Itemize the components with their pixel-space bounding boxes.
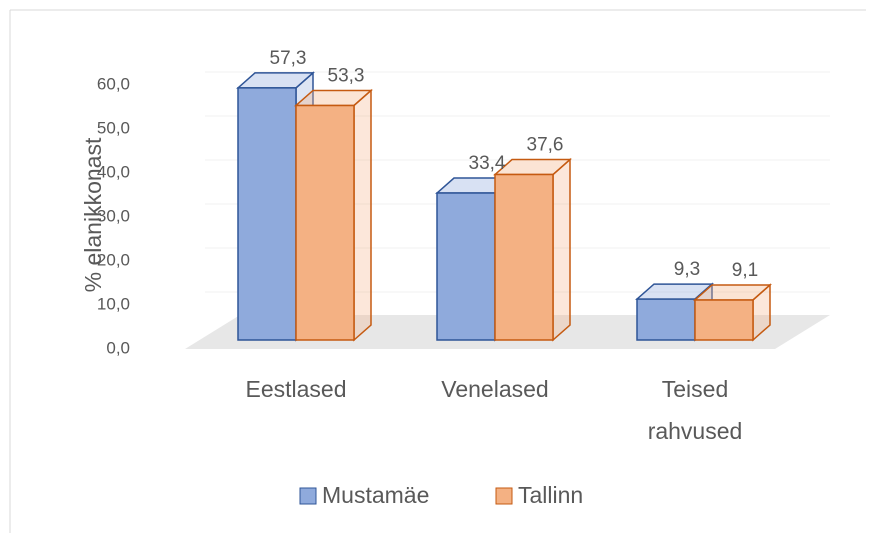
value-label: 53,3: [328, 65, 365, 86]
bar: [635, 282, 714, 342]
bar-front: [436, 192, 496, 341]
y-axis-label: % elanikkonast: [80, 137, 106, 292]
bar: [294, 88, 373, 342]
legend-swatch: [299, 487, 317, 505]
x-tick-label: Teised rahvused: [648, 376, 743, 444]
y-tick-label: 50,0: [97, 118, 130, 137]
bar: [693, 283, 772, 342]
bar-front: [295, 104, 355, 341]
bar: [493, 157, 572, 342]
legend-label: Tallinn: [518, 482, 583, 508]
bar-front: [694, 299, 754, 341]
bar-side: [552, 157, 571, 342]
bar-front: [494, 173, 554, 341]
legend-label: Mustamäe: [322, 482, 429, 508]
y-tick-label: 30,0: [97, 206, 130, 225]
value-label: 9,3: [674, 259, 700, 280]
y-tick-label: 20,0: [97, 250, 130, 269]
legend-swatch: [495, 487, 513, 505]
value-label: 9,1: [732, 260, 758, 281]
y-tick-label: 10,0: [97, 294, 130, 313]
y-tick-label: 0,0: [106, 338, 130, 357]
bar-side: [353, 88, 372, 342]
value-label: 57,3: [270, 48, 307, 69]
x-tick-label: Eestlased: [245, 376, 346, 402]
bar-front: [237, 87, 297, 341]
bar-front: [636, 298, 696, 341]
value-label: 37,6: [527, 135, 564, 156]
value-label: 33,4: [469, 153, 506, 174]
y-tick-label: 60,0: [97, 74, 130, 93]
x-tick-label: Venelased: [441, 376, 548, 402]
y-tick-label: 40,0: [97, 162, 130, 181]
